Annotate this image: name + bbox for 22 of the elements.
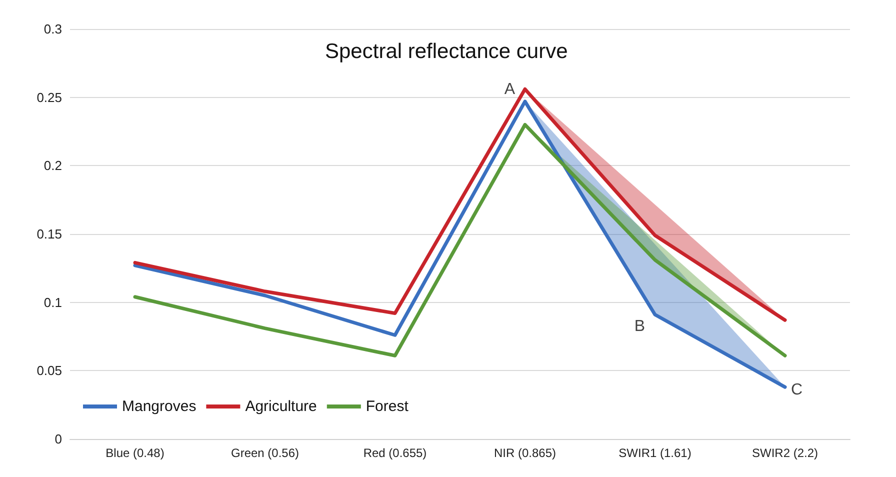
x-tick-label: Green (0.56) [230, 446, 300, 460]
y-tick-label: 0.25 [36, 90, 62, 105]
line-series [133, 100, 787, 389]
text: Spectral reflectance curve [325, 40, 568, 63]
legend-label: Mangroves [122, 398, 196, 415]
x-tick-label: NIR (0.865) [494, 446, 556, 460]
y-tick-label: 0.3 [44, 22, 62, 36]
y-tick-label: 0.15 [36, 226, 62, 242]
line-series [133, 122, 787, 358]
x-tick-label: SWIR1 (1.61) [618, 446, 692, 460]
y-tick-label: 0.2 [44, 158, 62, 174]
legend-label: Forest [366, 398, 410, 415]
x-tick-label: Red (0.655) [363, 446, 427, 460]
x-tick-label: SWIR2 (2.2) [752, 446, 818, 460]
annotation: A [504, 80, 516, 98]
y-tick-label: 0.1 [44, 294, 62, 310]
y-tick-label: 0 [54, 432, 62, 446]
x-tick-label: Blue (0.48) [106, 446, 164, 460]
annotation: B [634, 318, 645, 336]
annotation: C [791, 381, 803, 398]
legend-label: Agriculture [245, 398, 317, 415]
y-tick-label: 0.05 [36, 363, 62, 378]
